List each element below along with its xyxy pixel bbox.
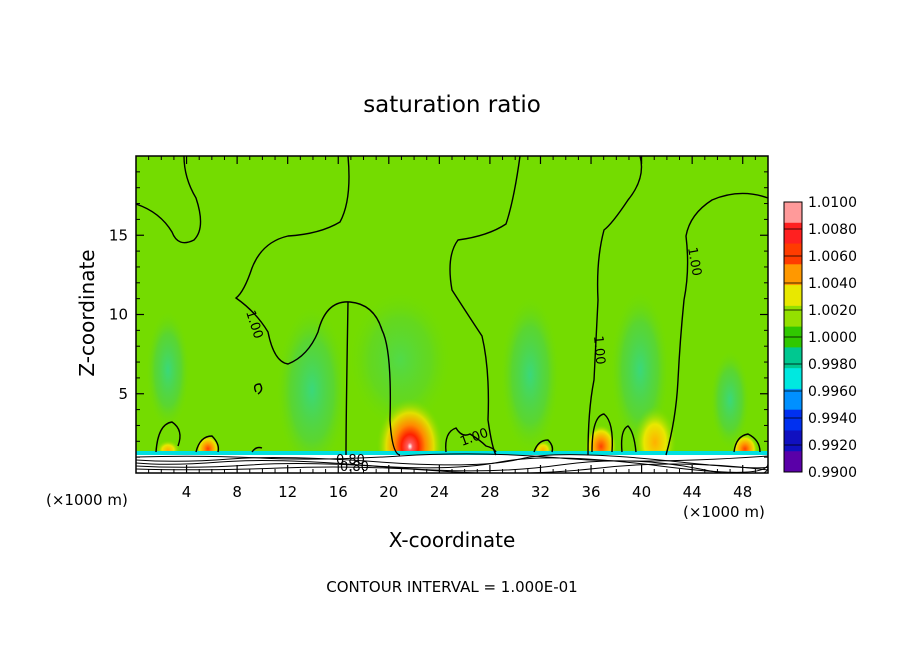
- contour-lines: [136, 156, 768, 456]
- surface-contours: [136, 453, 768, 473]
- colorbar-swatch: [784, 409, 802, 431]
- colorbar-swatch: [784, 347, 802, 369]
- contour-interval-note: CONTOUR INTERVAL = 1.000E-01: [326, 578, 577, 596]
- colorbar-swatch: [784, 222, 802, 245]
- contour-line: [155, 421, 181, 453]
- contour-line: [445, 427, 497, 453]
- colorbar: 1.0100 1.0080 1.0060 1.0040 1.0020 1.0000 0.99…: [783, 195, 857, 481]
- plot-area: 1.00 1.00 1.00 1.00 0.80 0.80: [136, 156, 768, 475]
- colorbar-swatch: [784, 388, 802, 411]
- y-axis-label: Z-coordinate: [75, 249, 99, 376]
- contour-label: 1.00: [590, 335, 607, 365]
- colorbar-swatch: [784, 264, 802, 286]
- y-axis-ticks: 5 10 15: [109, 171, 768, 458]
- x-tick-label: 48: [733, 483, 752, 501]
- colorbar-label: 0.9980: [808, 357, 857, 373]
- contour-line: [449, 156, 521, 456]
- colorbar-label: 0.9960: [808, 384, 857, 400]
- contour-line: [234, 156, 401, 456]
- contour-line: [136, 460, 768, 473]
- x-tick-label: 24: [430, 483, 449, 501]
- contour-label: 0.80: [336, 453, 365, 468]
- contour-line: [136, 457, 768, 473]
- contour-line: [253, 383, 263, 395]
- moist-plume: [146, 310, 190, 430]
- colorbar-label: 1.0100: [808, 195, 857, 211]
- hotspot: [376, 384, 444, 473]
- contour-line: [195, 435, 220, 453]
- x-tick-label: 44: [683, 483, 702, 501]
- contour-line: [251, 446, 263, 453]
- moist-plume: [710, 350, 750, 450]
- moist-plume: [500, 295, 560, 455]
- colorbar-swatch: [784, 305, 802, 328]
- colorbar-swatch: [784, 430, 802, 452]
- colorbar-swatch: [784, 451, 802, 473]
- colorbar-label: 0.9920: [808, 438, 857, 454]
- colorbar-label: 1.0040: [808, 276, 857, 292]
- contour-line: [533, 439, 554, 453]
- dry-layer: [136, 451, 768, 455]
- contour-line: [587, 156, 643, 456]
- contour-line: [136, 156, 202, 244]
- colorbar-swatch: [784, 368, 802, 390]
- chart-title: saturation ratio: [363, 92, 541, 118]
- x-tick-label: 36: [581, 483, 600, 501]
- x-axis-ticks: 4 8 12 16 20 24 28 32 36 40 44 48: [148, 156, 756, 501]
- x-tick-label: 20: [379, 483, 398, 501]
- colorbar-label: 1.0020: [808, 303, 857, 319]
- contour-line: [345, 301, 349, 456]
- y-tick-label: 15: [109, 226, 128, 244]
- contour-line: [665, 192, 768, 456]
- colorbar-swatch: [784, 285, 802, 307]
- moist-plume: [276, 305, 348, 473]
- colorbar-label: 1.0080: [808, 222, 857, 238]
- x-tick-label: 16: [329, 483, 348, 501]
- x-tick-label: 12: [278, 483, 297, 501]
- colorbar-label: 1.0060: [808, 249, 857, 265]
- x-tick-label: 28: [480, 483, 499, 501]
- contour-line: [136, 463, 768, 473]
- x-tick-label: 40: [632, 483, 651, 501]
- contour-line: [591, 413, 614, 453]
- contour-label: 0.80: [340, 460, 369, 475]
- x-tick-label: 8: [232, 483, 242, 501]
- x-unit-right: (×1000 m): [683, 503, 765, 521]
- colorbar-label: 0.9940: [808, 411, 857, 427]
- x-tick-label: 32: [531, 483, 550, 501]
- x-unit-left: (×1000 m): [46, 491, 128, 509]
- contour-label: 1.00: [684, 246, 704, 277]
- contour-line: [733, 433, 761, 453]
- x-tick-label: 4: [182, 483, 192, 501]
- x-axis-label: X-coordinate: [389, 528, 516, 552]
- colorbar-swatch: [784, 243, 802, 265]
- y-tick-label: 10: [109, 306, 128, 324]
- colorbar-label: 1.0000: [808, 330, 857, 346]
- contour-line: [620, 425, 637, 453]
- colorbar-swatch: [784, 202, 802, 224]
- colorbar-label: 0.9900: [808, 465, 857, 481]
- y-tick-label: 5: [118, 385, 128, 403]
